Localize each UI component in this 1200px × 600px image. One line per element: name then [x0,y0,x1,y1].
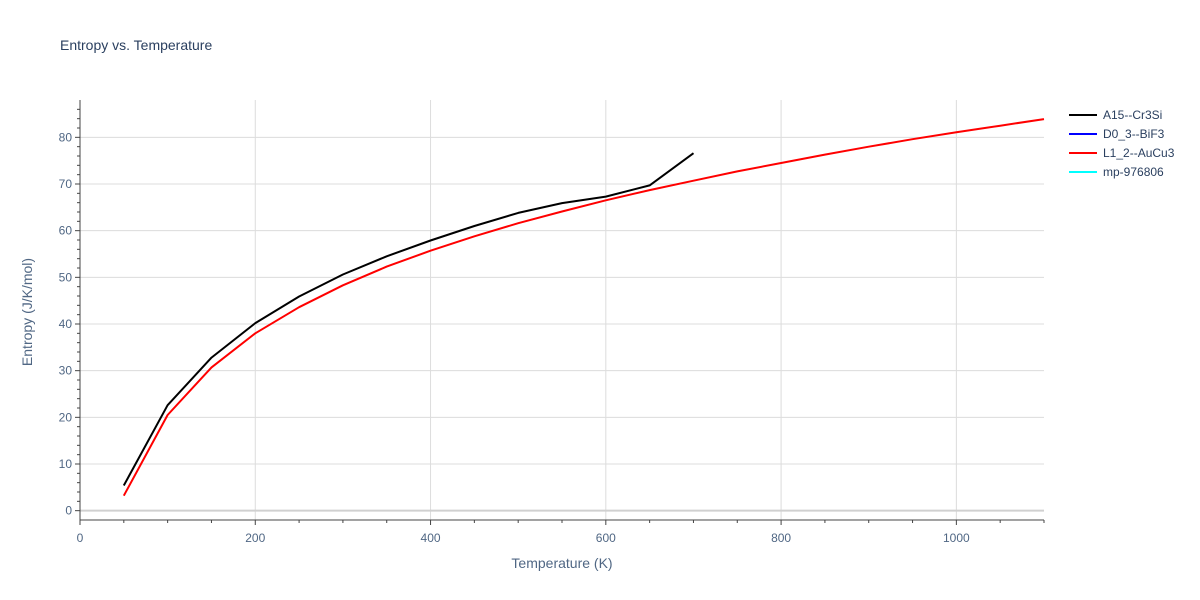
axis-layer [75,100,1045,525]
chart-title: Entropy vs. Temperature [60,37,212,53]
y-tick-label: 60 [59,224,73,238]
x-tick-label: 1000 [943,531,970,545]
x-tick-label: 0 [77,531,84,545]
y-tick-label: 50 [59,270,73,284]
legend-item[interactable]: A15--Cr3Si [1069,108,1162,122]
tick-layer: 0 200 400 600 800 1000 0 10 20 30 40 50 60 70 80 [59,130,970,545]
y-tick-label: 10 [59,457,73,471]
y-tick-label: 30 [59,364,73,378]
y-tick-label: 70 [59,177,73,191]
legend-label: A15--Cr3Si [1103,108,1162,122]
x-tick-label: 800 [771,531,791,545]
x-tick-label: 200 [245,531,265,545]
legend-item[interactable]: D0_3--BiF3 [1069,127,1165,141]
series-line-L1_2--AuCu3 [122,118,1045,497]
legend-item[interactable]: mp-976806 [1069,165,1164,179]
y-tick-label: 20 [59,410,73,424]
series-line-A15--Cr3Si [122,152,695,486]
y-tick-label: 80 [59,130,73,144]
legend-label: D0_3--BiF3 [1103,127,1165,141]
legend-label: mp-976806 [1103,165,1164,179]
legend-item[interactable]: L1_2--AuCu3 [1069,146,1175,160]
x-axis-title: Temperature (K) [511,555,612,571]
x-tick-label: 600 [596,531,616,545]
y-tick-label: 0 [65,504,72,518]
legend[interactable]: A15--Cr3Si D0_3--BiF3 L1_2--AuCu3 mp-976806 [1069,108,1175,179]
x-tick-label: 400 [421,531,441,545]
y-axis-title: Entropy (J/K/mol) [19,258,35,366]
legend-label: L1_2--AuCu3 [1103,146,1175,160]
series-layer [122,118,1045,497]
y-tick-label: 40 [59,317,73,331]
grid-layer [80,100,1044,520]
